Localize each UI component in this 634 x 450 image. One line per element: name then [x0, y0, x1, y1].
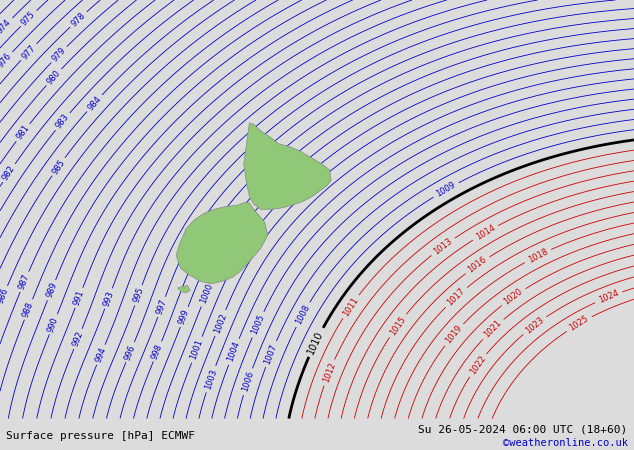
Text: 1014: 1014	[474, 223, 496, 242]
Text: 1012: 1012	[321, 361, 337, 384]
Text: 1003: 1003	[204, 368, 219, 391]
Text: 990: 990	[46, 315, 60, 333]
Text: 1022: 1022	[468, 354, 488, 376]
Text: 982: 982	[1, 164, 17, 182]
Text: 1011: 1011	[341, 295, 360, 318]
Text: 995: 995	[132, 286, 145, 304]
Text: 1023: 1023	[524, 315, 545, 336]
Text: 991: 991	[72, 289, 86, 306]
Text: 1018: 1018	[526, 247, 549, 265]
Text: 975: 975	[20, 9, 37, 27]
Text: Su 26-05-2024 06:00 UTC (18+60): Su 26-05-2024 06:00 UTC (18+60)	[418, 424, 628, 434]
Text: 984: 984	[86, 94, 103, 112]
Text: 1013: 1013	[432, 237, 454, 256]
Text: 986: 986	[0, 287, 10, 305]
Text: 997: 997	[155, 298, 169, 316]
Text: 1005: 1005	[250, 313, 266, 336]
Text: 998: 998	[150, 342, 165, 360]
Text: Surface pressure [hPa] ECMWF: Surface pressure [hPa] ECMWF	[6, 431, 195, 441]
Text: 1002: 1002	[212, 311, 228, 334]
Text: 996: 996	[123, 343, 137, 361]
Text: 983: 983	[54, 112, 71, 130]
Text: 994: 994	[94, 346, 108, 364]
Text: 1016: 1016	[466, 255, 489, 275]
Text: 978: 978	[70, 10, 87, 28]
Text: 1006: 1006	[240, 370, 256, 393]
Text: 1017: 1017	[446, 287, 467, 308]
Text: 1009: 1009	[435, 180, 457, 199]
Text: 1020: 1020	[502, 287, 524, 307]
Text: 981: 981	[15, 123, 31, 142]
Text: 974: 974	[0, 17, 13, 35]
Text: 1001: 1001	[189, 338, 205, 361]
Text: 987: 987	[17, 273, 32, 291]
Text: 1021: 1021	[482, 319, 503, 340]
Text: 979: 979	[50, 45, 68, 63]
Text: 992: 992	[71, 330, 85, 348]
Text: 993: 993	[101, 290, 115, 307]
Text: 1019: 1019	[444, 324, 464, 346]
Text: 1007: 1007	[263, 342, 279, 365]
Text: 989: 989	[44, 281, 58, 299]
Text: 1010: 1010	[306, 329, 325, 356]
Text: 988: 988	[22, 301, 36, 319]
Polygon shape	[243, 123, 331, 209]
Text: 976: 976	[0, 51, 13, 69]
Text: 1000: 1000	[198, 282, 214, 305]
Polygon shape	[178, 285, 190, 293]
Polygon shape	[176, 202, 268, 284]
Text: 1015: 1015	[388, 315, 407, 337]
Text: 977: 977	[20, 43, 37, 61]
Text: 985: 985	[50, 158, 67, 176]
Text: 1024: 1024	[597, 289, 620, 305]
Text: 999: 999	[178, 308, 191, 326]
Text: ©weatheronline.co.uk: ©weatheronline.co.uk	[503, 438, 628, 448]
Text: 980: 980	[45, 68, 62, 86]
Text: 1004: 1004	[226, 340, 242, 363]
Text: 1008: 1008	[294, 303, 312, 326]
Text: 1025: 1025	[568, 315, 590, 333]
